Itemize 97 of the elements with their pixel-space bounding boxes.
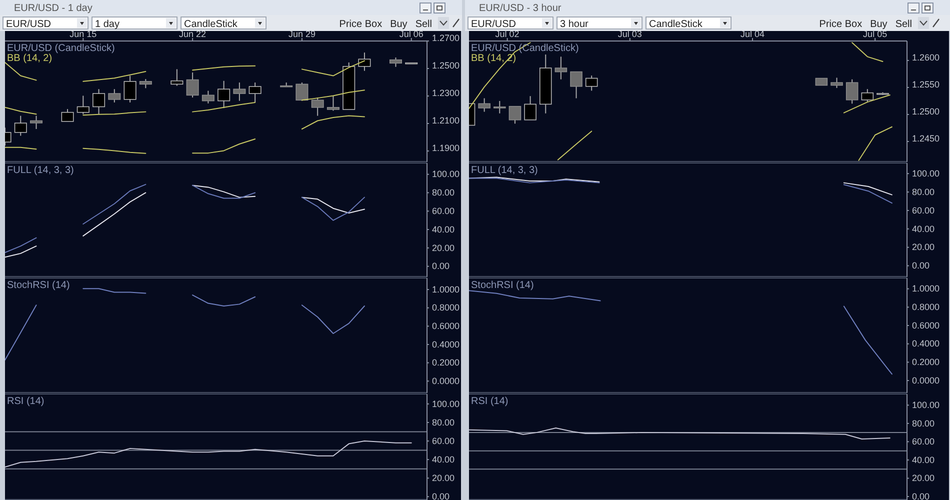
y-tick-label: 100.00: [432, 398, 460, 409]
text: 3 hour: [560, 19, 590, 30]
text: Sell: [895, 19, 912, 30]
y-tick-label: 100.00: [912, 400, 940, 410]
y-tick-label: 0.2000: [432, 358, 460, 368]
x-tick-label: Jul 05: [863, 29, 888, 39]
candlestick: [389, 57, 402, 68]
y-tick-label: 1.2500: [912, 106, 940, 116]
candlestick: [76, 95, 90, 115]
y-tick-label: 0.00: [432, 261, 450, 272]
candlestick: [248, 82, 262, 103]
y-tick-label: 1.1900: [432, 143, 460, 153]
y-tick-label: 40.00: [432, 454, 455, 464]
text: Buy: [390, 19, 408, 30]
y-tick-label: 60.00: [912, 205, 935, 216]
chart-title: RSI (14): [7, 396, 44, 407]
y-tick-label: 1.0000: [912, 284, 940, 294]
candlestick: [296, 82, 308, 102]
chart-title: RSI (14): [471, 396, 508, 407]
y-tick-label: 100.00: [432, 169, 460, 180]
candlestick: [358, 52, 371, 72]
y-tick-label: 0.00: [912, 260, 930, 271]
candlestick: [14, 115, 27, 136]
y-tick-label: 0.00: [912, 491, 930, 500]
candlestick: [108, 88, 121, 103]
y-tick-label: 80.00: [432, 417, 455, 428]
y-tick-label: 0.8000: [432, 302, 460, 313]
x-tick-label: Jul 02: [495, 29, 520, 39]
candlestick: [124, 75, 136, 103]
y-tick-label: 0.4000: [912, 338, 940, 349]
x-tick-label: Jul 06: [399, 29, 424, 39]
y-tick-label: 0.0000: [912, 375, 940, 386]
candlestick: [233, 82, 246, 102]
text: EUR/USD - 1 day: [14, 3, 92, 14]
candlestick: [170, 68, 184, 86]
y-tick-label: 0.6000: [912, 320, 940, 330]
y-tick-label: 1.0000: [432, 284, 460, 294]
candlestick: [202, 90, 214, 104]
chart-title: FULL (14, 3, 3): [7, 165, 74, 176]
series-label: BB (14, 2): [7, 53, 52, 64]
line-series: [5, 440, 412, 468]
text: CandleStick: [184, 19, 238, 30]
x-tick-label: Jun 22: [179, 29, 206, 39]
y-tick-label: 1.2600: [912, 52, 940, 62]
y-tick-label: 20.00: [912, 473, 935, 484]
y-tick-label: 20.00: [912, 242, 935, 252]
y-tick-label: 1.2300: [432, 88, 460, 98]
y-tick-label: 0.2000: [912, 357, 940, 368]
y-tick-label: 60.00: [432, 206, 455, 216]
y-tick-label: 40.00: [912, 454, 935, 465]
y-tick-label: 80.00: [912, 186, 935, 197]
y-tick-label: 1.2550: [912, 79, 940, 90]
chart-title: EUR/USD (CandleStick): [7, 43, 115, 54]
x-tick-label: Jul 03: [618, 29, 642, 39]
candlestick: [311, 97, 324, 116]
y-tick-label: 0.0000: [432, 376, 460, 386]
y-tick-label: 20.00: [432, 472, 455, 483]
y-tick-label: 0.00: [432, 492, 450, 500]
text: CandleStick: [649, 19, 704, 30]
text: EUR/USD: [471, 19, 516, 30]
text: Sell: [415, 19, 432, 30]
y-tick-label: 40.00: [432, 224, 455, 234]
y-tick-label: 80.00: [432, 188, 455, 198]
text: Price Box: [339, 19, 382, 30]
y-tick-label: 60.00: [432, 436, 455, 446]
y-tick-label: 40.00: [912, 224, 935, 234]
text: EUR/USD - 3 hour: [479, 3, 562, 14]
text: 1 day: [95, 19, 120, 30]
y-tick-label: 1.2700: [432, 33, 460, 43]
series-label: BB (14, 2): [471, 53, 516, 64]
candlestick: [326, 95, 340, 112]
y-tick-label: 1.2500: [432, 60, 460, 70]
y-tick-label: 100.00: [912, 168, 940, 178]
y-tick-label: 1.2450: [912, 133, 940, 144]
x-tick-label: Jun 15: [70, 29, 97, 39]
candlestick: [92, 88, 106, 115]
y-tick-label: 60.00: [912, 436, 935, 447]
candlestick: [186, 72, 199, 98]
y-tick-label: 20.00: [432, 242, 455, 253]
x-tick-label: Jun 29: [288, 29, 316, 39]
candlestick: [30, 115, 43, 130]
text: EUR/USD: [6, 19, 52, 30]
chart-title: StochRSI (14): [7, 280, 70, 291]
chart-title: StochRSI (14): [471, 280, 534, 291]
y-tick-label: 0.8000: [912, 302, 940, 312]
candlestick: [61, 108, 74, 122]
y-tick-label: 0.4000: [432, 339, 460, 350]
text: Buy: [870, 19, 888, 30]
candlestick: [139, 78, 152, 89]
y-tick-label: 0.6000: [432, 321, 460, 332]
y-tick-label: 1.2100: [432, 116, 460, 126]
y-tick-label: 80.00: [912, 418, 935, 428]
candlestick: [218, 80, 230, 109]
chart-title: FULL (14, 3, 3): [471, 165, 538, 176]
chart-title: EUR/USD (CandleStick): [471, 43, 579, 54]
text: Price Box: [819, 19, 862, 30]
x-tick-label: Jul 04: [740, 29, 765, 39]
